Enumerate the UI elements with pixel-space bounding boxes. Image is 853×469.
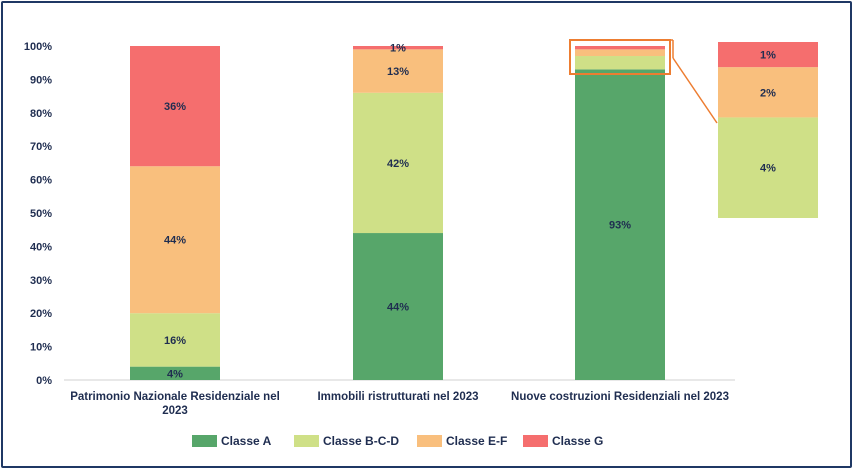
data-label: 13% bbox=[387, 66, 409, 78]
y-tick-label: 0% bbox=[36, 375, 52, 387]
bar-segment bbox=[130, 166, 220, 314]
data-label: 36% bbox=[164, 101, 186, 113]
x-axis-labels: Patrimonio Nazionale Residenziale nel 202… bbox=[70, 391, 729, 417]
inset-data-label: 4% bbox=[760, 163, 776, 175]
inset-segment bbox=[718, 117, 818, 218]
y-tick-label: 100% bbox=[24, 41, 52, 53]
bar-segment bbox=[575, 49, 665, 57]
inset-data-label: 1% bbox=[760, 50, 776, 62]
y-tick-label: 90% bbox=[30, 74, 52, 86]
bar-segment bbox=[353, 92, 443, 234]
y-tick-label: 80% bbox=[30, 108, 52, 120]
data-label: 44% bbox=[164, 235, 186, 247]
data-label: 16% bbox=[164, 335, 186, 347]
category-label: Immobili ristrutturati nel 2023 bbox=[317, 391, 478, 403]
legend-swatch bbox=[523, 435, 548, 447]
zoom-connector-line bbox=[672, 57, 718, 124]
y-tick-label: 40% bbox=[30, 241, 52, 253]
bar-segment bbox=[130, 366, 220, 380]
bar-segment bbox=[575, 69, 665, 380]
bar-segment bbox=[575, 56, 665, 70]
y-tick-label: 60% bbox=[30, 175, 52, 187]
legend-label: Classe A bbox=[221, 434, 272, 448]
category-label: 2023 bbox=[162, 405, 188, 417]
bar-segment bbox=[130, 313, 220, 367]
category-label: Nuove costruzioni Residenziali nel 2023 bbox=[511, 391, 729, 403]
y-tick-label: 10% bbox=[30, 342, 52, 354]
legend-label: Classe G bbox=[552, 434, 603, 448]
bar-segment bbox=[353, 46, 443, 50]
data-label: 44% bbox=[387, 302, 409, 314]
data-label: 4% bbox=[167, 368, 183, 380]
legend-swatch bbox=[294, 435, 319, 447]
zoom-highlight-box bbox=[569, 39, 671, 75]
bar-segment bbox=[353, 49, 443, 93]
data-label: 42% bbox=[387, 158, 409, 170]
legend-swatch bbox=[417, 435, 442, 447]
data-label: 93% bbox=[609, 220, 631, 232]
inset-data-label: 2% bbox=[760, 87, 776, 99]
legend-swatch bbox=[192, 435, 217, 447]
inset-segment bbox=[718, 42, 818, 68]
legend-label: Classe E-F bbox=[446, 434, 507, 448]
y-tick-label: 50% bbox=[30, 208, 52, 220]
inset-segment bbox=[718, 67, 818, 118]
category-label: Patrimonio Nazionale Residenziale nel bbox=[70, 391, 280, 403]
y-tick-label: 70% bbox=[30, 141, 52, 153]
bars: 4% 16% 44% 36% 44% 42% 13% 1% 93% bbox=[130, 43, 665, 380]
zoom-inset: 4% 2% 1% bbox=[569, 39, 818, 218]
legend-label: Classe B-C-D bbox=[323, 434, 399, 448]
y-tick-label: 20% bbox=[30, 308, 52, 320]
bar-segment bbox=[353, 233, 443, 380]
bar-segment bbox=[130, 46, 220, 167]
bar-segment bbox=[575, 46, 665, 50]
data-label: 1% bbox=[390, 43, 406, 55]
y-tick-label: 30% bbox=[30, 275, 52, 287]
legend: Classe A Classe B-C-D Classe E-F Classe G bbox=[192, 434, 603, 448]
